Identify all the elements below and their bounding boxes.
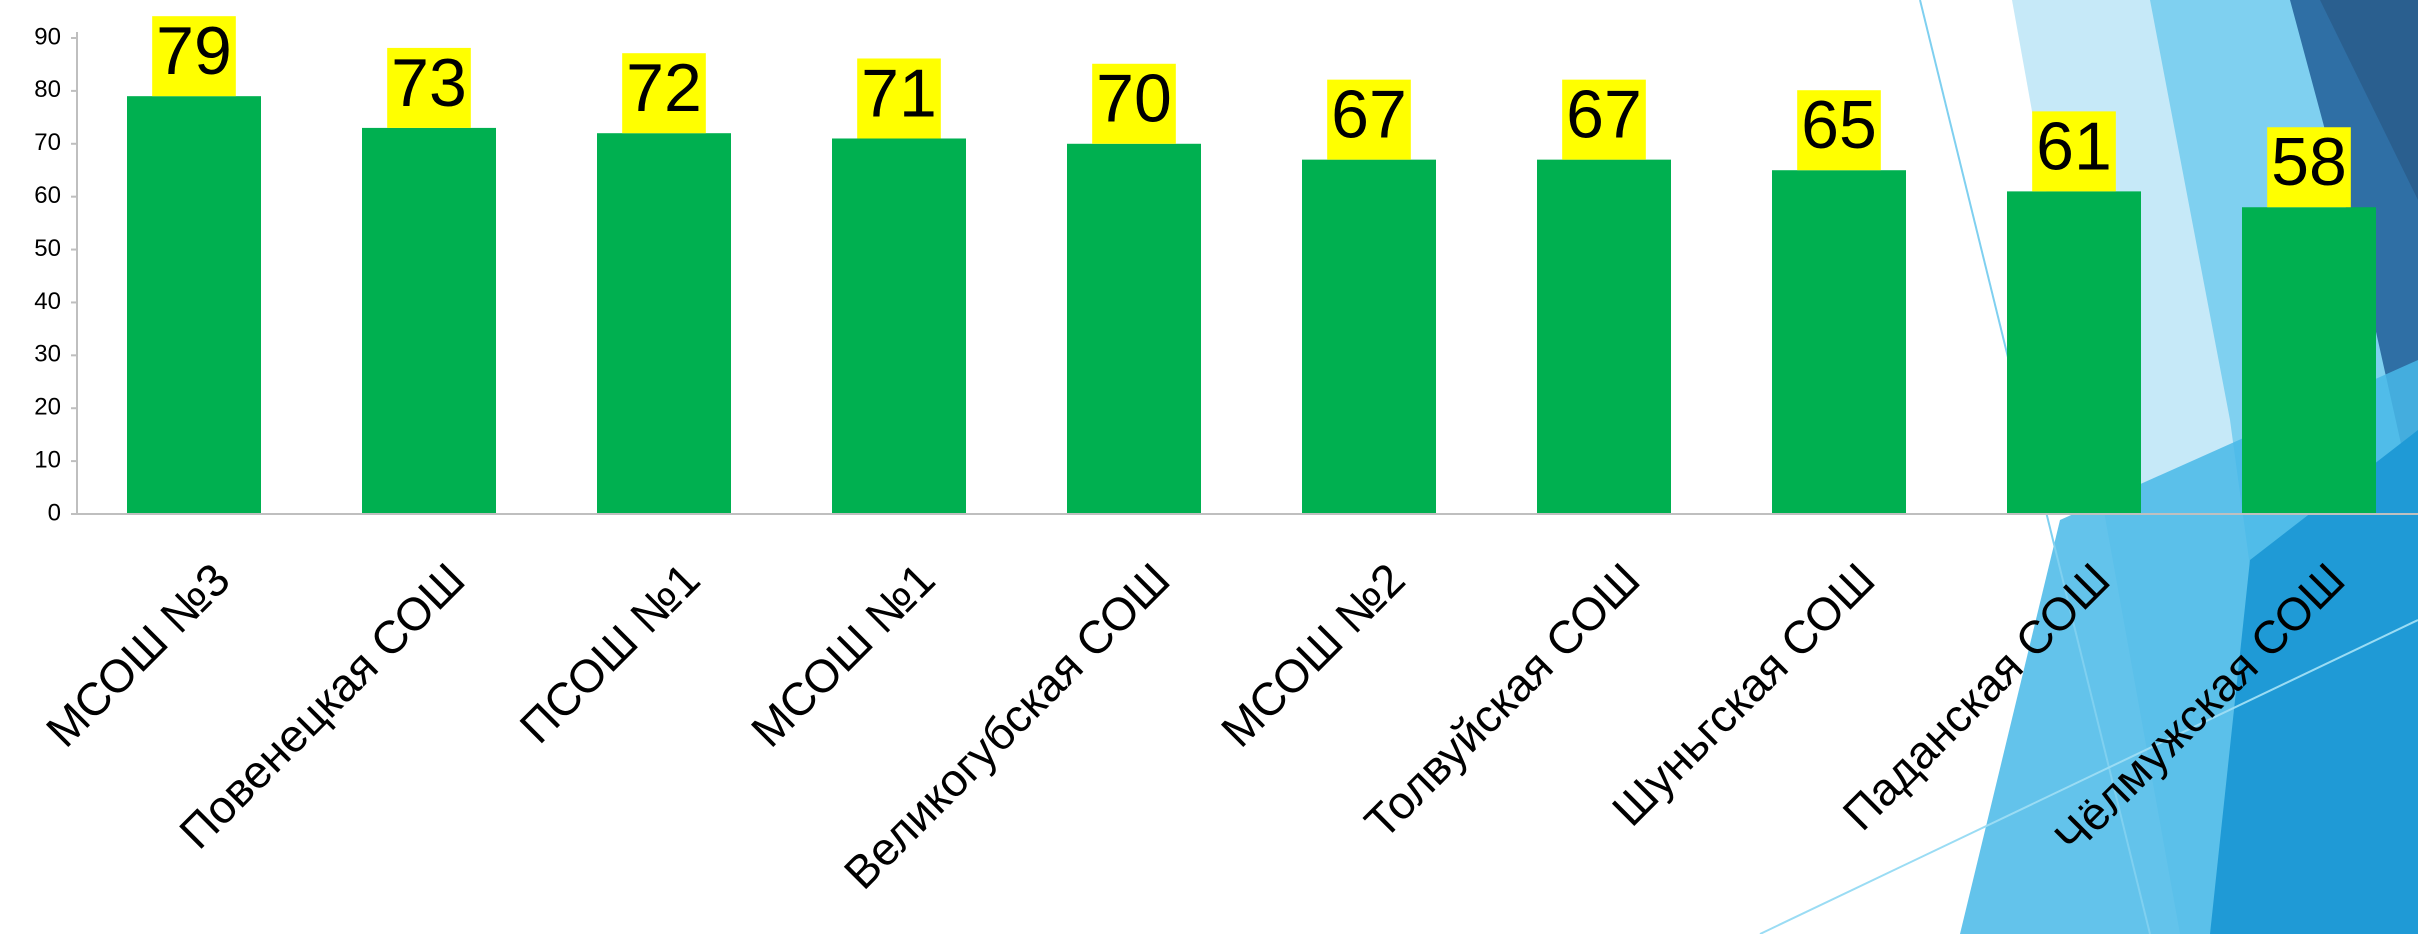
data-label: 73 [387, 45, 471, 128]
x-tick-label: ПСОШ №1 [510, 553, 710, 753]
y-tick-label: 20 [34, 394, 61, 421]
data-label-box [2032, 111, 2116, 192]
x-tick-label: МСОШ №1 [741, 553, 945, 757]
y-tick-label: 70 [34, 129, 61, 156]
data-label-box [1092, 63, 1176, 144]
y-tick-label: 10 [34, 446, 61, 473]
bar [597, 133, 731, 514]
data-label-text: 71 [861, 55, 937, 131]
y-tick-label: 80 [34, 76, 61, 103]
data-label-box [1327, 79, 1411, 160]
y-tick-label: 50 [34, 235, 61, 262]
data-label: 67 [1562, 77, 1646, 160]
y-tick-label: 90 [34, 23, 61, 50]
data-label: 61 [2032, 108, 2116, 192]
data-label: 79 [152, 13, 236, 97]
bar [1302, 159, 1436, 514]
data-label-text: 72 [626, 50, 702, 126]
data-label-box [387, 47, 471, 128]
bar [2242, 207, 2376, 514]
data-label: 72 [622, 50, 706, 134]
data-label-box [1797, 90, 1881, 171]
data-label: 58 [2267, 124, 2351, 208]
data-label: 65 [1797, 87, 1881, 171]
data-label-text: 70 [1096, 61, 1172, 137]
data-label-text: 61 [2036, 108, 2112, 184]
bar [1067, 143, 1201, 514]
data-label-text: 73 [391, 45, 467, 121]
bar [1772, 170, 1906, 514]
bar [832, 138, 966, 514]
data-label: 70 [1092, 61, 1176, 144]
data-label-box [857, 58, 941, 139]
data-label-text: 79 [156, 13, 232, 89]
data-label-box [152, 16, 236, 97]
x-tick-label: МСОШ №3 [36, 553, 240, 757]
data-label-text: 65 [1801, 87, 1877, 163]
y-tick-label: 0 [48, 499, 61, 526]
bar [362, 127, 496, 515]
data-label-text: 58 [2271, 124, 2347, 200]
y-tick-label: 40 [34, 288, 61, 315]
data-label-text: 67 [1331, 77, 1407, 153]
data-label-box [622, 53, 706, 134]
bar [127, 96, 261, 514]
y-tick-label: 30 [34, 341, 61, 368]
data-label-box [2267, 127, 2351, 208]
data-label: 67 [1327, 77, 1411, 160]
bar [2007, 191, 2141, 514]
y-tick-label: 60 [34, 182, 61, 209]
data-label-text: 67 [1566, 77, 1642, 153]
bar [1537, 159, 1671, 514]
x-tick-label: МСОШ №2 [1211, 553, 1415, 757]
data-label: 71 [857, 55, 941, 139]
data-label-box [1562, 79, 1646, 160]
